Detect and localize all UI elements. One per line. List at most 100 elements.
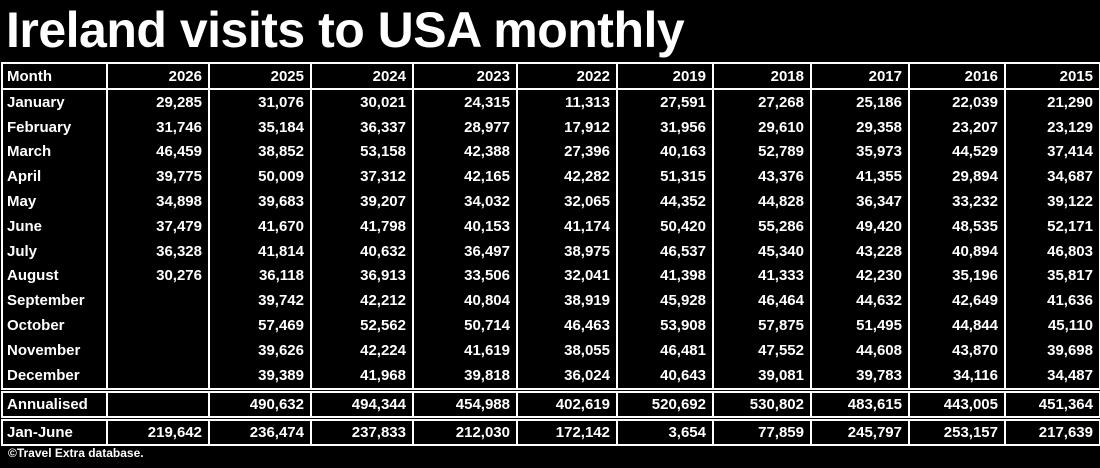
row-label: September	[1, 288, 108, 314]
cell: 39,626	[208, 337, 312, 363]
cell: 53,908	[616, 313, 714, 338]
cell: 34,116	[908, 362, 1006, 390]
cell: 39,783	[810, 362, 910, 390]
cell: 47,552	[712, 337, 812, 363]
column-header: 2019	[616, 62, 714, 90]
cell: 42,388	[412, 139, 518, 165]
cell: 44,608	[810, 337, 910, 363]
cell: 3,654	[616, 418, 714, 446]
cell: 40,643	[616, 362, 714, 390]
cell: 237,833	[310, 418, 414, 446]
cell: 37,479	[106, 213, 210, 239]
cell: 46,464	[712, 288, 812, 314]
cell: 42,224	[310, 337, 414, 363]
cell: 36,118	[208, 263, 312, 289]
cell: 29,358	[810, 114, 910, 140]
cell: 42,649	[908, 288, 1006, 314]
cell: 36,024	[516, 362, 618, 390]
row-label: Jan-June	[1, 418, 108, 446]
row-label: Annualised	[1, 390, 108, 418]
cell: 31,076	[208, 89, 312, 115]
column-header: 2016	[908, 62, 1006, 90]
cell: 236,474	[208, 418, 312, 446]
cell: 27,396	[516, 139, 618, 165]
cell: 49,420	[810, 213, 910, 239]
cell	[106, 362, 210, 390]
cell: 41,398	[616, 263, 714, 289]
data-table: Month 2026 2025 2024 2023 2022 2019 2018 2017 201…	[1, 62, 1100, 446]
column-header: 2015	[1004, 62, 1100, 90]
cell: 52,789	[712, 139, 812, 165]
month-row: May 34,898 39,683 39,207 34,032 32,065 44,352 4…	[1, 189, 1100, 214]
row-label: November	[1, 337, 108, 363]
cell: 32,041	[516, 263, 618, 289]
row-label: June	[1, 213, 108, 239]
cell: 36,913	[310, 263, 414, 289]
cell: 43,228	[810, 238, 910, 264]
row-label: February	[1, 114, 108, 140]
cell: 36,347	[810, 189, 910, 214]
cell: 17,912	[516, 114, 618, 140]
cell: 530,802	[712, 390, 812, 418]
cell: 39,081	[712, 362, 812, 390]
cell: 30,021	[310, 89, 414, 115]
cell: 39,389	[208, 362, 312, 390]
cell: 50,420	[616, 213, 714, 239]
cell: 443,005	[908, 390, 1006, 418]
cell: 44,352	[616, 189, 714, 214]
column-header: 2023	[412, 62, 518, 90]
cell: 490,632	[208, 390, 312, 418]
month-row: June 37,479 41,670 41,798 40,153 41,174 50,420…	[1, 213, 1100, 239]
cell: 35,973	[810, 139, 910, 165]
row-label: October	[1, 313, 108, 338]
cell: 34,487	[1004, 362, 1100, 390]
month-row: July 36,328 41,814 40,632 36,497 38,975 46,537…	[1, 238, 1100, 264]
cell	[106, 288, 210, 314]
column-header: 2017	[810, 62, 910, 90]
month-row: April 39,775 50,009 37,312 42,165 42,282 51,31…	[1, 164, 1100, 190]
cell: 219,642	[106, 418, 210, 446]
cell: 27,268	[712, 89, 812, 115]
column-header: 2025	[208, 62, 312, 90]
cell: 41,670	[208, 213, 312, 239]
cell: 39,698	[1004, 337, 1100, 363]
cell: 31,956	[616, 114, 714, 140]
cell: 41,355	[810, 164, 910, 190]
cell: 52,171	[1004, 213, 1100, 239]
cell: 41,968	[310, 362, 414, 390]
cell: 40,153	[412, 213, 518, 239]
cell: 41,619	[412, 337, 518, 363]
cell: 42,282	[516, 164, 618, 190]
header-row: Month 2026 2025 2024 2023 2022 2019 2018 2017 201…	[1, 62, 1100, 90]
cell: 41,174	[516, 213, 618, 239]
cell: 39,775	[106, 164, 210, 190]
cell: 245,797	[810, 418, 910, 446]
cell	[106, 337, 210, 363]
cell: 29,894	[908, 164, 1006, 190]
cell: 44,632	[810, 288, 910, 314]
footnote: ©Travel Extra database.	[8, 446, 144, 460]
cell: 27,591	[616, 89, 714, 115]
cell: 451,364	[1004, 390, 1100, 418]
cell: 40,894	[908, 238, 1006, 264]
cell: 39,683	[208, 189, 312, 214]
cell: 46,481	[616, 337, 714, 363]
cell: 57,469	[208, 313, 312, 338]
cell: 52,562	[310, 313, 414, 338]
cell: 34,898	[106, 189, 210, 214]
cell: 402,619	[516, 390, 618, 418]
cell: 39,742	[208, 288, 312, 314]
cell: 45,928	[616, 288, 714, 314]
cell: 41,636	[1004, 288, 1100, 314]
month-row: March 46,459 38,852 53,158 42,388 27,396 40,16…	[1, 139, 1100, 165]
cell: 454,988	[412, 390, 518, 418]
row-label: August	[1, 263, 108, 289]
cell: 38,975	[516, 238, 618, 264]
cell: 37,312	[310, 164, 414, 190]
row-label: April	[1, 164, 108, 190]
cell: 40,804	[412, 288, 518, 314]
cell: 50,009	[208, 164, 312, 190]
cell: 46,803	[1004, 238, 1100, 264]
cell: 36,497	[412, 238, 518, 264]
